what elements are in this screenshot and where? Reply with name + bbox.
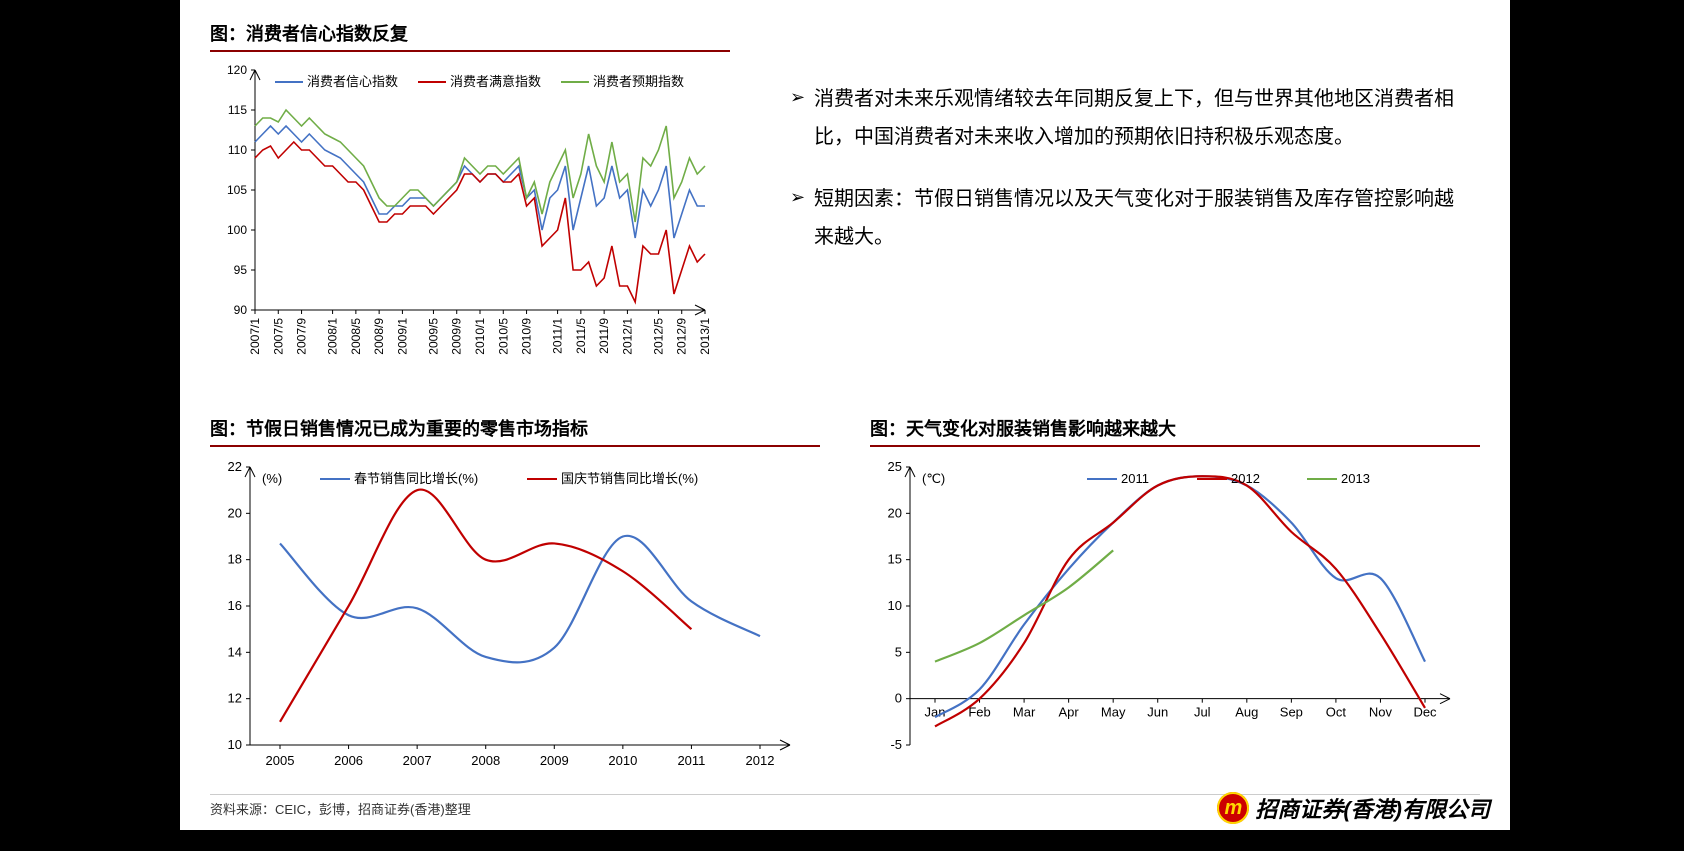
svg-text:2007/9: 2007/9 xyxy=(295,318,309,355)
svg-text:Jun: Jun xyxy=(1147,705,1168,720)
bullet-arrow-icon: ➢ xyxy=(790,180,814,256)
svg-text:(%): (%) xyxy=(262,471,282,486)
svg-text:2012/9: 2012/9 xyxy=(675,318,689,355)
commentary-p1: 消费者对未来乐观情绪较去年同期反复上下，但与世界其他地区消费者相比，中国消费者对… xyxy=(814,80,1460,156)
bullet-arrow-icon: ➢ xyxy=(790,80,814,156)
svg-text:消费者预期指数: 消费者预期指数 xyxy=(593,74,684,89)
chart1-title: 图：消费者信心指数反复 xyxy=(210,20,730,52)
svg-text:May: May xyxy=(1101,705,1126,720)
svg-text:Jan: Jan xyxy=(925,705,946,720)
svg-text:(℃): (℃) xyxy=(922,471,945,486)
svg-text:Aug: Aug xyxy=(1235,705,1258,720)
bottom-row: 图：节假日销售情况已成为重要的零售市场指标 10 12 14 16 18 20 22 (%) 2… xyxy=(210,415,1480,780)
svg-text:Oct: Oct xyxy=(1326,705,1347,720)
slide-page: 图：消费者信心指数反复 90951001051101151202007/1200… xyxy=(180,0,1510,830)
svg-text:消费者信心指数: 消费者信心指数 xyxy=(307,74,398,89)
svg-text:2010: 2010 xyxy=(608,753,637,768)
svg-text:2011: 2011 xyxy=(1121,471,1149,486)
svg-text:2007/1: 2007/1 xyxy=(248,318,262,355)
svg-text:Jul: Jul xyxy=(1194,705,1211,720)
top-row: 图：消费者信心指数反复 90 95 100 105 110 115 120 2007/1 200… xyxy=(210,20,1480,395)
svg-text:18: 18 xyxy=(228,552,242,567)
svg-text:2012/5: 2012/5 xyxy=(651,318,665,355)
chart1-svg: 90 95 100 105 110 115 120 2007/1 2007/5 2007/9 200… xyxy=(210,60,710,390)
commentary-p2: 短期因素：节假日销售情况以及天气变化对于服装销售及库存管控影响越来越大。 xyxy=(814,180,1460,256)
commentary-block: ➢ 消费者对未来乐观情绪较去年同期反复上下，但与世界其他地区消费者相比，中国消费… xyxy=(730,20,1480,395)
svg-text:2012/1: 2012/1 xyxy=(620,318,634,355)
svg-text:2008/5: 2008/5 xyxy=(349,318,363,355)
svg-text:2008/9: 2008/9 xyxy=(372,318,386,355)
svg-text:Apr: Apr xyxy=(1059,705,1080,720)
bullet-1: ➢ 消费者对未来乐观情绪较去年同期反复上下，但与世界其他地区消费者相比，中国消费… xyxy=(790,80,1460,156)
svg-text:90: 90 xyxy=(234,303,248,317)
svg-text:2009/5: 2009/5 xyxy=(426,318,440,355)
svg-text:2009: 2009 xyxy=(540,753,569,768)
svg-text:Mar: Mar xyxy=(1013,705,1036,720)
svg-text:2011/9: 2011/9 xyxy=(597,318,611,354)
svg-text:2011/1: 2011/1 xyxy=(551,318,565,354)
svg-text:10: 10 xyxy=(888,598,902,613)
chart3-title: 图：天气变化对服装销售影响越来越大 xyxy=(870,415,1480,447)
svg-text:14: 14 xyxy=(228,644,242,659)
chart2-svg: 10 12 14 16 18 20 22 (%) 2005 2006 2007 2008 2009 201… xyxy=(210,455,810,775)
svg-text:2008/1: 2008/1 xyxy=(326,318,340,355)
svg-text:Nov: Nov xyxy=(1369,705,1393,720)
svg-text:2006: 2006 xyxy=(334,753,363,768)
svg-text:20: 20 xyxy=(888,505,902,520)
svg-text:120: 120 xyxy=(227,63,247,77)
svg-text:2010/5: 2010/5 xyxy=(496,318,510,355)
bullet-2: ➢ 短期因素：节假日销售情况以及天气变化对于服装销售及库存管控影响越来越大。 xyxy=(790,180,1460,256)
svg-text:国庆节销售同比增长(%): 国庆节销售同比增长(%) xyxy=(561,471,698,486)
svg-text:2005: 2005 xyxy=(266,753,295,768)
chart3-container: 图：天气变化对服装销售影响越来越大 -5 0 5 10 15 20 25 (℃) Jan Feb M… xyxy=(870,415,1480,780)
svg-text:0: 0 xyxy=(895,691,902,706)
svg-text:22: 22 xyxy=(228,459,242,474)
svg-text:25: 25 xyxy=(888,459,902,474)
svg-text:2009/1: 2009/1 xyxy=(395,318,409,355)
svg-text:2007: 2007 xyxy=(403,753,432,768)
svg-text:12: 12 xyxy=(228,691,242,706)
svg-text:2007/5: 2007/5 xyxy=(271,318,285,355)
svg-text:100: 100 xyxy=(227,223,247,237)
chart1-container: 图：消费者信心指数反复 90 95 100 105 110 115 120 2007/1 200… xyxy=(210,20,730,395)
svg-text:2009/9: 2009/9 xyxy=(450,318,464,355)
svg-text:2008: 2008 xyxy=(471,753,500,768)
svg-text:Sep: Sep xyxy=(1280,705,1303,720)
svg-text:115: 115 xyxy=(228,103,247,117)
svg-text:2011/5: 2011/5 xyxy=(574,318,588,354)
logo-icon: m xyxy=(1217,792,1249,824)
svg-text:2012: 2012 xyxy=(746,753,775,768)
svg-text:105: 105 xyxy=(227,183,247,197)
svg-text:16: 16 xyxy=(228,598,242,613)
svg-text:2010/1: 2010/1 xyxy=(473,318,487,355)
svg-text:-5: -5 xyxy=(890,737,902,752)
svg-text:消费者满意指数: 消费者满意指数 xyxy=(450,74,541,89)
svg-text:2012: 2012 xyxy=(1231,471,1260,486)
svg-text:2013: 2013 xyxy=(1341,471,1370,486)
svg-text:Feb: Feb xyxy=(968,705,990,720)
svg-text:110: 110 xyxy=(228,143,247,157)
svg-text:2013/1: 2013/1 xyxy=(698,318,710,355)
chart3-svg: -5 0 5 10 15 20 25 (℃) Jan Feb Mar Apr May Jun Jul Aug S… xyxy=(870,455,1470,775)
svg-text:95: 95 xyxy=(234,263,248,277)
svg-text:10: 10 xyxy=(228,737,242,752)
chart2-title: 图：节假日销售情况已成为重要的零售市场指标 xyxy=(210,415,820,447)
svg-text:春节销售同比增长(%): 春节销售同比增长(%) xyxy=(354,471,478,486)
company-logo: m 招商证券(香港)有限公司 xyxy=(1217,792,1490,824)
svg-text:15: 15 xyxy=(888,552,902,567)
svg-text:2010/9: 2010/9 xyxy=(520,318,534,355)
svg-text:20: 20 xyxy=(228,505,242,520)
svg-text:5: 5 xyxy=(895,644,902,659)
svg-text:2011: 2011 xyxy=(677,753,705,768)
chart2-container: 图：节假日销售情况已成为重要的零售市场指标 10 12 14 16 18 20 22 (%) 2… xyxy=(210,415,820,780)
logo-text: 招商证券(香港)有限公司 xyxy=(1255,792,1490,824)
